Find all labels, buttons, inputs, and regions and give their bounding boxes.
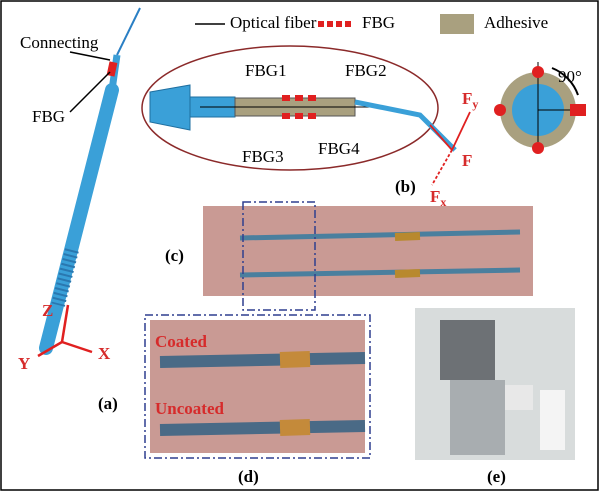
fbg1-label: FBG1 bbox=[245, 61, 287, 80]
connecting-label: Connecting bbox=[20, 33, 99, 52]
axis-x: X bbox=[98, 344, 111, 363]
legend-fiber: Optical fiber bbox=[230, 13, 317, 32]
axis-y: Y bbox=[18, 354, 30, 373]
angle-label: 90° bbox=[558, 67, 582, 86]
force-base: F bbox=[462, 89, 472, 108]
panel-label: (d) bbox=[238, 467, 259, 486]
coated-label: Coated bbox=[155, 332, 207, 351]
force-f: F bbox=[462, 151, 472, 170]
panel-label: (c) bbox=[165, 246, 184, 265]
fbg4-label: FBG4 bbox=[318, 139, 360, 158]
axis-z: Z bbox=[42, 301, 53, 320]
force-sub: y bbox=[472, 97, 478, 111]
legend-fbg: FBG bbox=[362, 13, 395, 32]
panel-label: (b) bbox=[395, 177, 416, 196]
uncoated-label: Uncoated bbox=[155, 399, 224, 418]
panel-label: (a) bbox=[98, 394, 118, 413]
figure: Optical fiber FBG Adhesive Connecting FB… bbox=[0, 0, 599, 491]
fbg3-label: FBG3 bbox=[242, 147, 284, 166]
fbg2-label: FBG2 bbox=[345, 61, 387, 80]
legend-adhesive-swatch bbox=[440, 14, 474, 34]
legend-adhesive: Adhesive bbox=[484, 13, 548, 32]
panel-label: (e) bbox=[487, 467, 506, 486]
fbg-label: FBG bbox=[32, 107, 65, 126]
force-base: F bbox=[430, 187, 440, 206]
photo bbox=[203, 206, 533, 296]
